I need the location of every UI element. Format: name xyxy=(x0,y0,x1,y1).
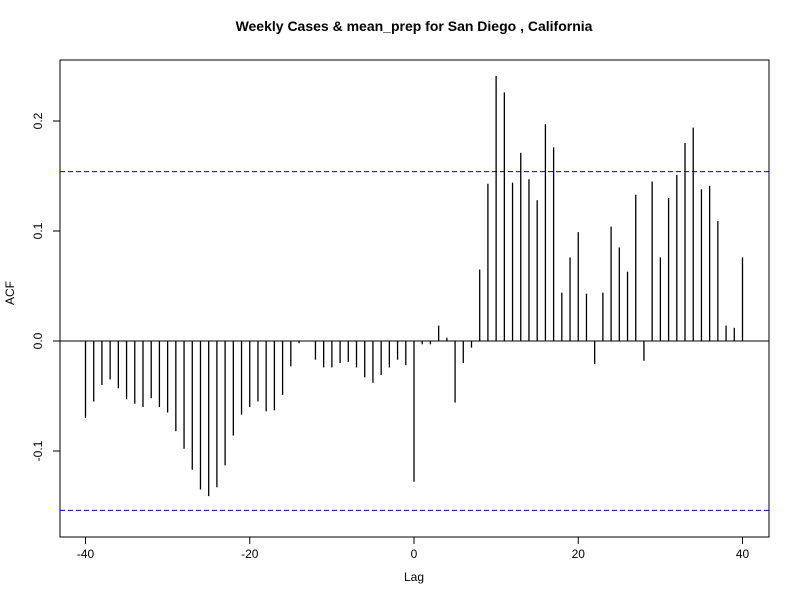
y-tick-label: 0.2 xyxy=(31,112,45,129)
x-tick-label: -20 xyxy=(241,547,259,561)
x-tick-label: 0 xyxy=(411,547,418,561)
x-tick-label: 20 xyxy=(572,547,586,561)
x-tick-label: -40 xyxy=(77,547,95,561)
plot-frame xyxy=(59,59,770,538)
y-axis-title: ACF xyxy=(3,281,17,305)
y-tick-label: 0.0 xyxy=(31,332,45,349)
y-tick-label: 0.1 xyxy=(31,222,45,239)
y-tick-label: -0.1 xyxy=(31,440,45,461)
x-axis-title: Lag xyxy=(404,570,424,584)
chart-title: Weekly Cases & mean_prep for San Diego ,… xyxy=(236,18,593,34)
acf-bars xyxy=(84,75,744,497)
x-axis: -40 -20 0 20 40 xyxy=(77,536,750,561)
y-axis: -0.1 0.0 0.1 0.2 xyxy=(31,112,61,461)
x-tick-label: 40 xyxy=(736,547,750,561)
